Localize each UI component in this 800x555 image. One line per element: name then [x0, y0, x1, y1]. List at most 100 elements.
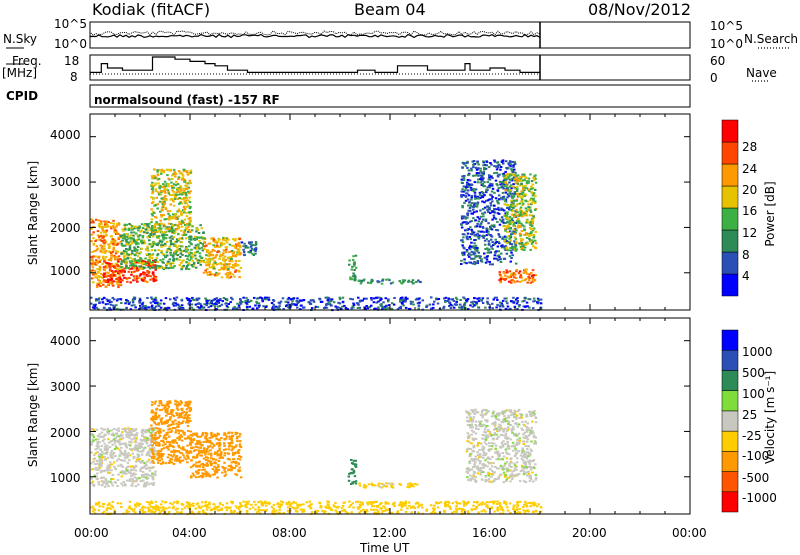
power-cell [477, 181, 480, 183]
power-cell [461, 195, 464, 197]
power-cell [117, 271, 120, 273]
power-cell [165, 208, 168, 210]
power-cell [214, 305, 217, 307]
velocity-cell [231, 432, 234, 434]
power-cell [146, 225, 149, 227]
power-cell [226, 276, 229, 278]
power-cell [488, 240, 491, 242]
power-cell [230, 276, 233, 278]
velocity-cell [228, 448, 231, 450]
power-cell [188, 197, 191, 199]
power-cell [498, 250, 501, 252]
power-cell [141, 279, 144, 281]
power-cell [156, 197, 159, 199]
velocity-cell [97, 438, 100, 440]
power-cell [202, 307, 205, 309]
power-cell [385, 279, 388, 281]
velocity-cell [146, 453, 149, 455]
power-cell [168, 228, 171, 230]
power-cell [518, 304, 521, 306]
velocity-cell [95, 469, 98, 471]
power-cell [452, 298, 455, 300]
power-cell [508, 182, 511, 184]
power-cell [516, 303, 519, 305]
power-cell [164, 181, 167, 183]
power-cell [102, 256, 105, 258]
power-cell [474, 198, 477, 200]
velocity-cell [167, 404, 170, 406]
power-cell [222, 300, 225, 302]
velocity-cell [150, 411, 153, 413]
velocity-cell [178, 432, 181, 434]
velocity-cell [110, 454, 113, 456]
power-cell [351, 278, 354, 280]
velocity-cell [125, 434, 128, 436]
power-cell [164, 245, 167, 247]
velocity-cell [201, 472, 204, 474]
power-cell [492, 211, 495, 213]
power-cell [505, 246, 508, 248]
velocity-cell [154, 471, 157, 473]
power-cell [319, 298, 322, 300]
power-cell [533, 192, 536, 194]
velocity-cell [97, 460, 100, 462]
velocity-cell [185, 438, 188, 440]
power-cell [460, 239, 463, 241]
power-cell [244, 300, 247, 302]
power-cell [188, 245, 191, 247]
power-cell [412, 279, 415, 281]
power-cell [183, 206, 186, 208]
power-cell [153, 212, 156, 214]
power-cell [515, 200, 518, 202]
power-cell [203, 261, 206, 263]
power-cell [157, 230, 160, 232]
power-cell [125, 262, 128, 264]
power-cell [509, 163, 512, 165]
power-cell [167, 213, 170, 215]
velocity-cell [181, 436, 184, 438]
velocity-cell [135, 461, 138, 463]
power-cell [218, 269, 221, 271]
power-cell [226, 241, 229, 243]
power-cell [199, 242, 202, 244]
power-cell [408, 280, 411, 282]
power-cell [188, 298, 191, 300]
velocity-cell [141, 429, 144, 431]
velocity-cell [205, 441, 208, 443]
power-cell [476, 169, 479, 171]
power-cell [470, 258, 473, 260]
power-cell [206, 302, 209, 304]
power-cell [186, 265, 189, 267]
power-cell [103, 266, 106, 268]
power-cell [466, 251, 469, 253]
velocity-cell [207, 453, 210, 455]
power-cell [151, 213, 154, 215]
power-cell [469, 236, 472, 238]
power-cell [387, 307, 390, 309]
velocity-cell [161, 455, 164, 457]
power-cell [473, 245, 476, 247]
power-cell [360, 281, 363, 283]
power-cell [233, 306, 236, 308]
power-cell [218, 258, 221, 260]
power-cell [417, 308, 420, 310]
power-cell [170, 265, 173, 267]
power-cell [110, 278, 113, 280]
power-cell [246, 306, 249, 308]
power-cell [509, 209, 512, 211]
power-cell [476, 210, 479, 212]
power-cell [229, 301, 232, 303]
velocity-cell [110, 469, 113, 471]
power-cell [161, 231, 164, 233]
power-cell [273, 304, 276, 306]
velocity-cell [354, 475, 357, 477]
power-cell [126, 281, 129, 283]
power-cell [147, 275, 150, 277]
power-cell [491, 191, 494, 193]
power-cell [102, 284, 105, 286]
velocity-cell [223, 434, 226, 436]
velocity-cell [169, 418, 172, 420]
power-cell [468, 253, 471, 255]
velocity-cell [122, 485, 125, 487]
power-cell [386, 305, 389, 307]
